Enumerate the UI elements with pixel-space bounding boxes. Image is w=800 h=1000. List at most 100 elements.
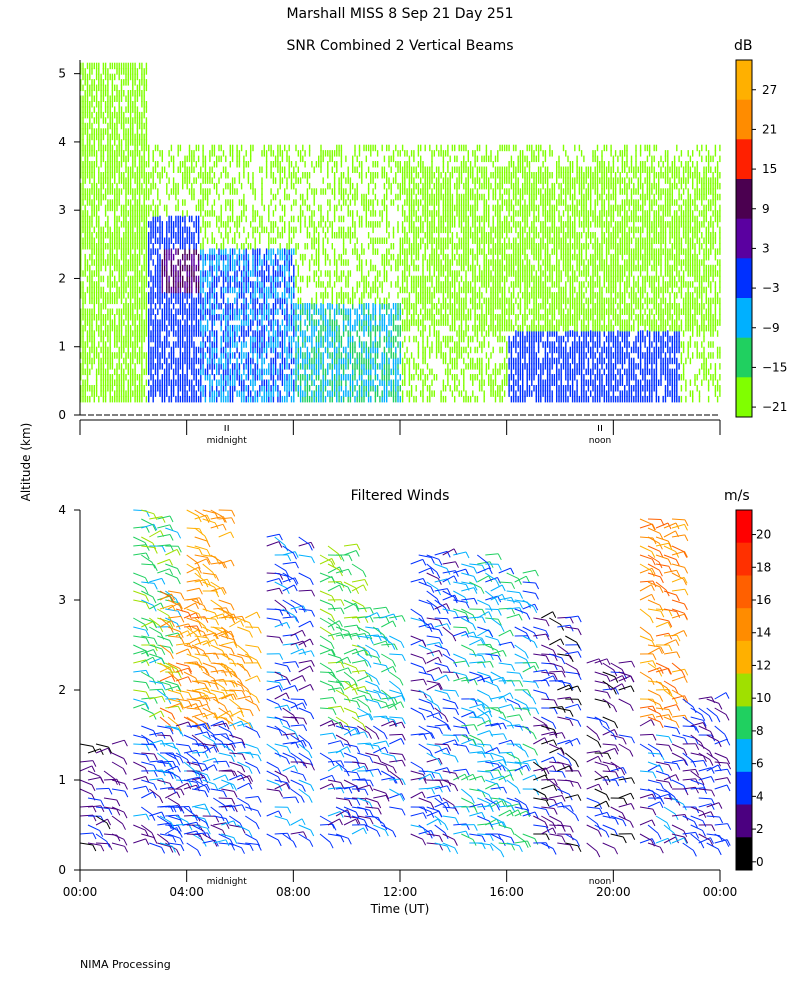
snr-cell	[116, 128, 118, 135]
snr-cell	[243, 379, 245, 386]
snr-cell	[150, 182, 152, 190]
snr-cell	[320, 161, 322, 168]
snr-cell	[225, 232, 227, 239]
snr-cell	[270, 188, 272, 195]
snr-cell	[86, 155, 89, 163]
snr-cell	[202, 155, 204, 163]
snr-cell	[270, 374, 272, 381]
snr-cell	[134, 292, 136, 299]
snr-cell	[320, 395, 322, 403]
snr-cell	[95, 182, 98, 190]
snr-cell	[141, 395, 143, 403]
snr-cell	[138, 270, 141, 277]
snr-cell	[168, 215, 170, 223]
snr-cell	[395, 363, 397, 370]
snr-cell	[123, 281, 125, 288]
snr-cell	[177, 215, 179, 223]
snr-cell	[404, 379, 406, 386]
snr-cell	[157, 292, 159, 299]
snr-cell	[157, 270, 159, 277]
snr-cell	[148, 237, 150, 244]
snr-cell	[150, 319, 152, 326]
snr-cell	[295, 144, 297, 152]
snr-cell	[284, 221, 286, 228]
snr-cell	[254, 270, 256, 277]
snr-cell	[401, 395, 404, 403]
snr-cell	[240, 395, 243, 403]
snr-cell	[154, 346, 157, 354]
snr-cell	[422, 281, 424, 288]
snr-cell	[177, 374, 179, 381]
snr-cell	[349, 357, 352, 365]
snr-cell	[159, 221, 161, 228]
snr-cell	[143, 264, 145, 272]
snr-cell	[202, 172, 204, 179]
snr-cell	[114, 199, 116, 206]
snr-cell	[336, 166, 338, 173]
snr-cell	[109, 374, 111, 381]
snr-cell	[114, 161, 116, 168]
snr-cell	[206, 335, 209, 343]
snr-cell	[338, 324, 340, 332]
snr-cell	[193, 346, 195, 354]
snr-cell	[370, 221, 372, 228]
snr-cell	[136, 341, 139, 348]
snr-cell	[107, 111, 109, 119]
snr-cell	[134, 204, 136, 212]
snr-cell	[429, 253, 431, 261]
snr-cell	[297, 368, 299, 376]
snr-cell	[342, 363, 345, 370]
snr-cell	[322, 341, 324, 348]
snr-cell	[277, 335, 279, 343]
snr-cell	[288, 243, 290, 250]
snr-cell	[426, 215, 429, 223]
snr-cell	[211, 144, 213, 152]
snr-cell	[89, 90, 91, 97]
snr-cell	[211, 379, 213, 386]
snr-cell	[80, 286, 82, 294]
snr-cell	[333, 161, 336, 168]
snr-cell	[109, 357, 111, 365]
snr-cell	[320, 188, 322, 195]
snr-cell	[186, 172, 188, 179]
snr-cell	[138, 172, 141, 179]
snr-cell	[161, 275, 163, 283]
snr-cell	[397, 292, 399, 299]
snr-cell	[320, 144, 322, 152]
snr-cell	[299, 226, 302, 234]
snr-cell	[347, 335, 349, 343]
snr-cell	[138, 199, 141, 206]
snr-cell	[143, 253, 145, 261]
snr-cell	[82, 281, 84, 288]
snr-cell	[89, 385, 91, 392]
snr-cell	[397, 204, 399, 212]
snr-cell	[372, 237, 374, 244]
snr-cell	[175, 193, 177, 201]
snr-cell	[82, 341, 84, 348]
snr-cell	[209, 363, 211, 370]
snr-cell	[281, 232, 284, 239]
snr-cell	[365, 193, 367, 201]
snr-cell	[234, 352, 236, 359]
snr-cell	[168, 253, 170, 261]
snr-cell	[386, 172, 388, 179]
snr-cell	[281, 346, 284, 354]
snr-cell	[270, 368, 272, 376]
snr-cell	[213, 335, 216, 343]
snr-cell	[89, 368, 91, 376]
snr-cell	[84, 253, 86, 261]
snr-cell	[138, 395, 141, 403]
snr-cell	[386, 374, 388, 381]
snr-cell	[222, 281, 225, 288]
snr-cell	[104, 68, 107, 75]
snr-cell	[408, 221, 411, 228]
snr-cell	[286, 150, 288, 157]
snr-cell	[225, 221, 227, 228]
snr-cell	[216, 335, 218, 343]
snr-cell	[313, 259, 315, 266]
snr-cell	[374, 303, 377, 310]
snr-cell	[211, 308, 213, 315]
snr-cell	[166, 270, 168, 277]
snr-cell	[254, 259, 256, 266]
snr-cell	[386, 297, 388, 305]
